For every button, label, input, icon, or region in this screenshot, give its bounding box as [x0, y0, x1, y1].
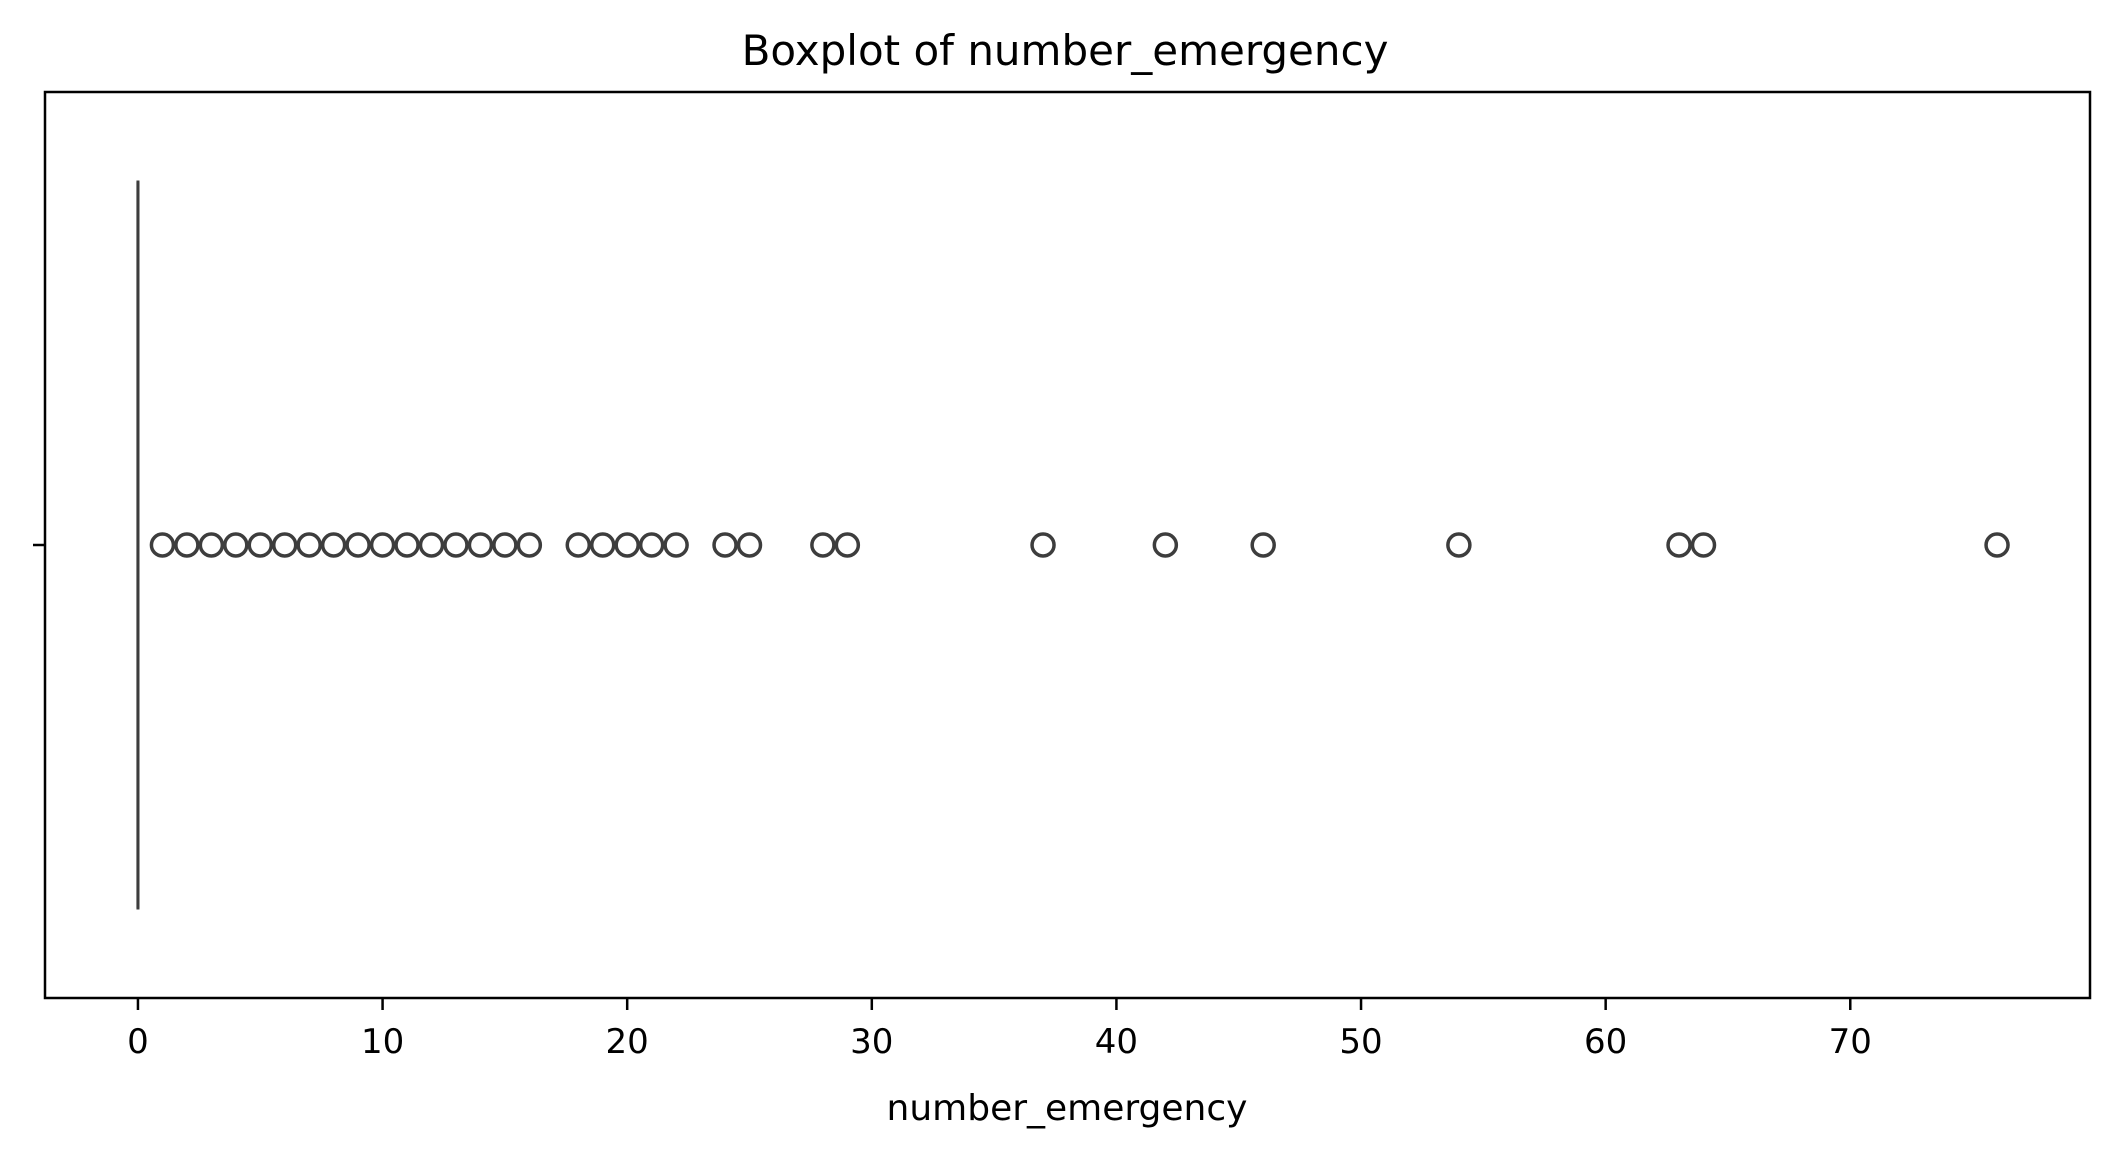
- outlier-point: [418, 532, 445, 558]
- outlier-point: [369, 532, 396, 558]
- outlier-point: [394, 532, 420, 558]
- outliers-layer: [149, 532, 2010, 558]
- outlier-point: [443, 532, 469, 558]
- outlier-point: [614, 532, 640, 558]
- x-axis-ticks: 0 10 20 30 40 50 60 70: [127, 998, 1872, 1062]
- outlier-point: [1666, 532, 1692, 558]
- outlier-point: [1446, 532, 1472, 558]
- outlier-point: [296, 532, 322, 558]
- outlier-point: [223, 532, 249, 558]
- outlier-point: [516, 532, 543, 558]
- outlier-point: [663, 532, 689, 558]
- outlier-point: [320, 532, 347, 558]
- x-tick-label: 0: [127, 1022, 149, 1062]
- outlier-point: [712, 532, 738, 558]
- outlier-point: [247, 532, 274, 558]
- outlier-point: [1690, 532, 1717, 558]
- outlier-point: [271, 532, 298, 558]
- x-tick-label: 30: [850, 1022, 893, 1062]
- outlier-point: [467, 532, 494, 558]
- outlier-point: [198, 532, 225, 558]
- x-tick-label: 50: [1339, 1022, 1382, 1062]
- outlier-point: [1984, 532, 2010, 558]
- x-tick-label: 40: [1095, 1022, 1138, 1062]
- outlier-point: [736, 532, 763, 558]
- outlier-point: [1250, 532, 1276, 558]
- outlier-point: [834, 532, 861, 558]
- outlier-point: [149, 532, 176, 558]
- outlier-point: [589, 532, 616, 558]
- chart-title: Boxplot of number_emergency: [742, 26, 1389, 75]
- x-tick-label: 10: [361, 1022, 404, 1062]
- outlier-point: [1030, 532, 1056, 558]
- x-tick-label: 20: [606, 1022, 649, 1062]
- x-tick-label: 70: [1829, 1022, 1872, 1062]
- outlier-point: [565, 532, 592, 558]
- x-axis-label: number_emergency: [887, 1088, 1248, 1129]
- outlier-point: [1152, 532, 1179, 558]
- outlier-point: [174, 532, 200, 558]
- outlier-point: [492, 532, 518, 558]
- outlier-point: [638, 532, 665, 558]
- outlier-point: [345, 532, 371, 558]
- x-tick-label: 60: [1584, 1022, 1627, 1062]
- outlier-point: [810, 532, 836, 558]
